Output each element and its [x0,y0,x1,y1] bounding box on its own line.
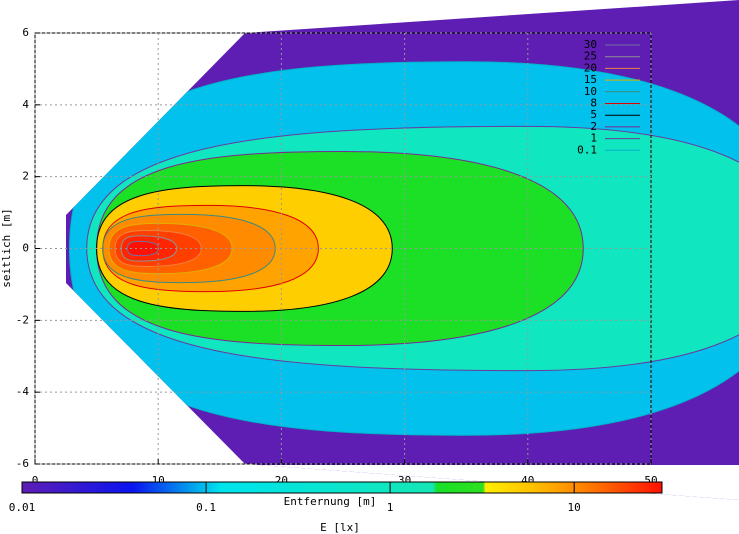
contour-line [120,235,178,249]
contour-line [126,240,159,249]
contour-line [102,248,319,293]
colorbar-tick-label: 0.1 [196,501,216,514]
contour-line [86,248,739,372]
colorbar-tick-label: 0.01 [9,501,36,514]
y-tick-label: 6 [22,26,29,39]
legend-label: 1 [590,132,597,145]
contour-line [96,185,393,249]
colorbar-tick-label: 1 [387,501,394,514]
legend-label: 15 [584,73,597,86]
contour-line [102,213,276,249]
legend-label: 25 [584,50,597,63]
colorbar-tick-label: 10 [568,501,581,514]
y-tick-label: 2 [22,170,29,183]
contour-line [114,248,202,267]
y-tick-label: 0 [22,242,29,255]
contour-line [102,248,276,284]
legend-label: 5 [590,108,597,121]
x-tick-label: 0 [32,474,39,487]
contour-fill [127,241,159,256]
contour-line [96,151,584,249]
x-axis-label: Entfernung [m] [284,495,377,508]
legend-label: 0.1 [577,143,597,156]
y-tick-label: -4 [16,385,30,398]
contour-line [96,248,393,312]
legend-label: 10 [584,85,597,98]
legend-label: 20 [584,61,597,74]
y-axis-label: seitlich [m] [0,208,13,287]
colorbar [21,481,663,494]
contour-line [86,125,739,249]
y-tick-label: -6 [16,457,29,470]
contour-line [96,248,584,346]
legend-label: 30 [584,38,597,51]
y-tick-label: -2 [16,313,29,326]
colorbar-label: E [lx] [320,521,360,534]
contour-line [114,230,202,249]
legend-label: 8 [590,97,597,110]
axes [34,32,652,465]
contour-line [126,248,159,257]
contour-line [102,204,319,249]
legend-label: 2 [590,120,597,133]
y-tick-label: 4 [22,98,29,111]
contour-line [120,248,178,262]
